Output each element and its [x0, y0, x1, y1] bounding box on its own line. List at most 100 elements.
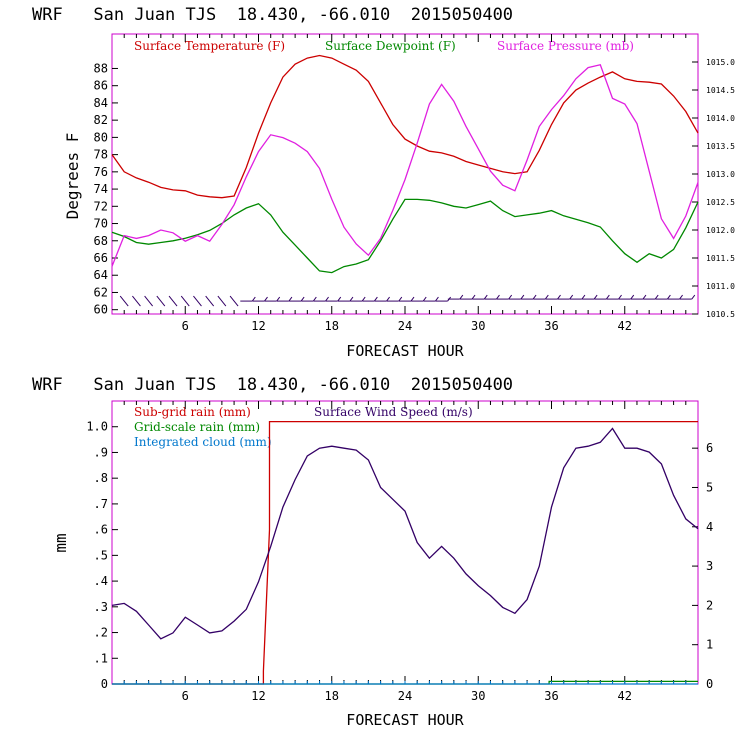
legend-grid-scale-rain: Grid-scale rain (mm) — [134, 420, 260, 434]
y-tick-label: .4 — [94, 574, 108, 588]
y-tick-label: 78 — [94, 148, 108, 162]
wind-barb — [217, 295, 227, 307]
x-tick-label: 12 — [251, 689, 265, 703]
legend-surface-wind-speed: Surface Wind Speed (m/s) — [314, 405, 473, 419]
y-tick-label: .9 — [94, 445, 108, 459]
y2-tick-label: 1010.5 — [706, 310, 735, 319]
y2-tick-label: 2 — [706, 598, 713, 612]
wind-barb-flag — [471, 294, 476, 300]
wind-barb-flag — [361, 296, 366, 302]
legend-surface-dewpoint: Surface Dewpoint (F) — [325, 39, 456, 53]
wind-barb-flag — [410, 296, 415, 302]
wind-barb — [168, 295, 178, 307]
y2-tick-label: 6 — [706, 441, 713, 455]
x-tick-label: 24 — [398, 689, 412, 703]
wind-barb-flag — [496, 294, 500, 300]
y-tick-label: 80 — [94, 130, 108, 144]
x-tick-label: 36 — [544, 689, 558, 703]
y-tick-label: .1 — [94, 651, 108, 665]
y-tick-label: 86 — [94, 79, 108, 93]
panel2-title: WRF San Juan TJS 18.430, -66.010 2015050… — [32, 375, 513, 395]
legend-surface-temperature: Surface Temperature (F) — [134, 39, 285, 53]
y2-tick-label: 3 — [706, 559, 713, 573]
y2-tick-label: 1011.5 — [706, 254, 735, 263]
y2-tick-label: 1011.0 — [706, 282, 735, 291]
wind-barb — [229, 295, 239, 307]
wind-barb-flag — [337, 296, 342, 302]
wind-barb-flag — [544, 294, 549, 300]
x-tick-label: 18 — [325, 319, 339, 333]
wind-barb — [132, 295, 141, 307]
x-tick-label: 30 — [471, 689, 485, 703]
panel1-title: WRF San Juan TJS 18.430, -66.010 2015050… — [32, 5, 513, 25]
wind-barb — [119, 295, 129, 307]
y2-tick-label: 1 — [706, 638, 713, 652]
wind-barb-flag — [569, 294, 574, 300]
wind-barb — [205, 295, 215, 307]
x-tick-label: 24 — [398, 319, 412, 333]
panel2-x-axis-label: FORECAST HOUR — [346, 711, 464, 729]
wind-barb-flag — [483, 294, 488, 300]
wind-barb-flag — [325, 296, 329, 302]
x-tick-label: 36 — [544, 319, 558, 333]
series-line-surface-dewpoint — [111, 198, 699, 274]
legend-surface-pressure: Surface Pressure (mb) — [497, 39, 634, 53]
wind-barb-flag — [581, 294, 586, 300]
y-tick-label: .6 — [94, 523, 108, 537]
wind-barb-flag — [618, 294, 622, 300]
wind-barb-flag — [593, 294, 598, 300]
panel1-y-axis-label: Degrees F — [63, 133, 82, 220]
wind-barb-flag — [459, 294, 464, 300]
wind-barb-flag — [557, 294, 561, 300]
wind-barb-flag — [422, 296, 427, 302]
wind-barb-flag — [630, 294, 635, 300]
y-tick-label: .2 — [94, 626, 108, 640]
wind-barb-flag — [508, 294, 513, 300]
wind-barb-flag — [666, 294, 671, 300]
wind-barb-flag — [520, 294, 525, 300]
wind-barb-flag — [691, 294, 696, 300]
wind-barb-flag — [349, 296, 354, 302]
series-line-surface-pressure — [111, 64, 699, 267]
series-line-surface-wind-speed — [111, 427, 699, 640]
y-tick-label: 76 — [94, 165, 108, 179]
wind-barb — [144, 295, 154, 307]
y-tick-label: 64 — [94, 268, 108, 282]
y-tick-label: 88 — [94, 61, 108, 75]
panel1-frame — [111, 33, 699, 315]
x-tick-label: 6 — [182, 689, 189, 703]
y2-tick-label: 1014.5 — [706, 86, 735, 95]
legend-sub-grid-rain: Sub-grid rain (mm) — [134, 405, 251, 419]
y-tick-label: 70 — [94, 217, 108, 231]
x-tick-label: 12 — [251, 319, 265, 333]
wind-barb-flag — [398, 296, 403, 302]
y-tick-label: 84 — [94, 96, 108, 110]
y-tick-label: 82 — [94, 113, 108, 127]
wind-barb-flag — [288, 296, 293, 302]
y2-tick-label: 0 — [706, 677, 713, 691]
y2-tick-label: 4 — [706, 520, 713, 534]
x-tick-label: 18 — [325, 689, 339, 703]
y-tick-label: 62 — [94, 285, 108, 299]
y-tick-label: .7 — [94, 497, 108, 511]
y2-tick-label: 1014.0 — [706, 114, 735, 123]
y2-tick-label: 1015.0 — [706, 58, 735, 67]
y2-tick-label: 1012.0 — [706, 226, 735, 235]
x-tick-label: 6 — [182, 319, 189, 333]
wind-barb-flag — [532, 294, 537, 300]
y2-tick-label: 5 — [706, 480, 713, 494]
wind-barb-flag — [654, 294, 659, 300]
wind-barb-flag — [642, 294, 647, 300]
wind-barb-flag — [300, 296, 305, 302]
x-tick-label: 42 — [618, 689, 632, 703]
panel1-x-axis-label: FORECAST HOUR — [346, 342, 464, 360]
panel2-y-axis-label: mm — [51, 533, 70, 552]
series-line-sub-grid-rain — [112, 420, 698, 685]
wind-barb — [180, 295, 190, 307]
y-tick-label: .5 — [94, 548, 108, 562]
y-tick-label: 1.0 — [86, 420, 108, 434]
wind-barb-flag — [312, 296, 317, 302]
wind-barb-flag — [251, 296, 256, 302]
legend-integrated-cloud: Integrated cloud (mm) — [134, 435, 272, 449]
